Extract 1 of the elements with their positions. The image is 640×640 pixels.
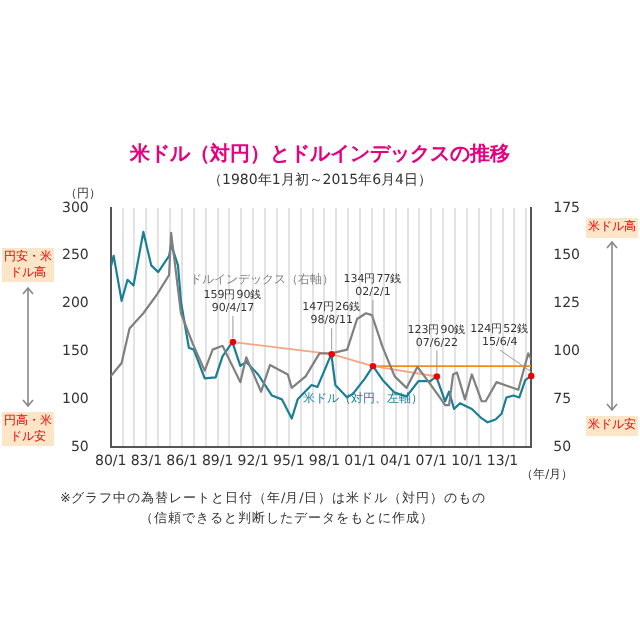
chart-title: 米ドル（対円）とドルインデックスの推移 <box>128 140 512 168</box>
